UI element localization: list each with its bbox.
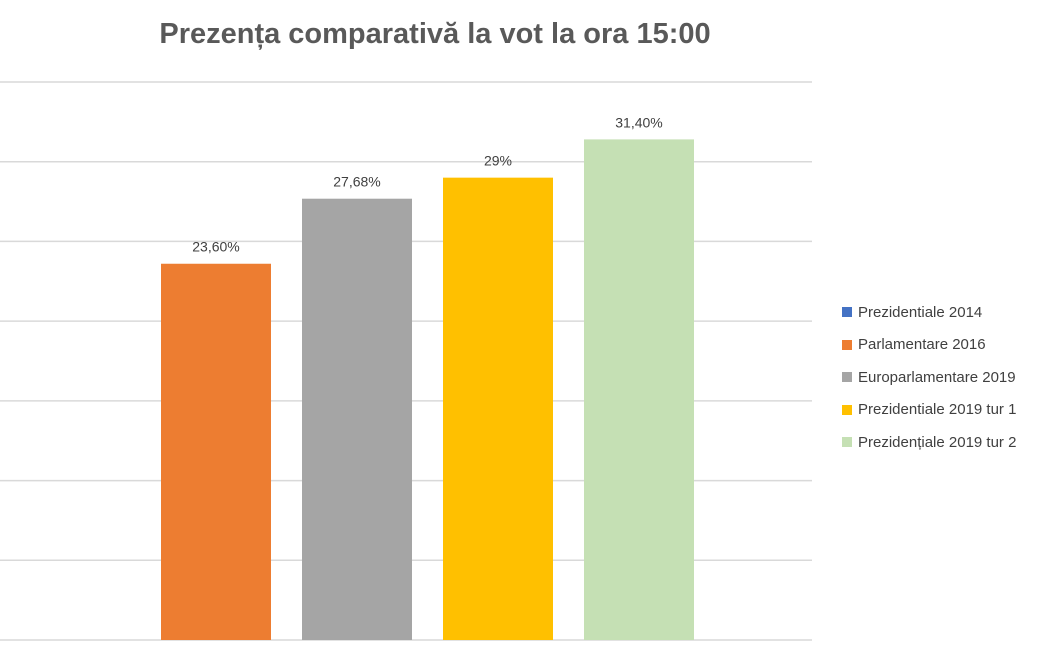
legend-item: Europarlamentare 2019 — [842, 361, 1016, 394]
legend-label: Prezidențiale 2019 tur 2 — [858, 433, 1017, 451]
data-label: 27,68% — [333, 174, 380, 190]
legend-item: Prezidentiale 2019 tur 1 — [842, 394, 1016, 427]
bar — [584, 139, 694, 640]
data-label: 29% — [484, 153, 512, 169]
data-label: 23,60% — [192, 239, 239, 255]
bar — [302, 198, 412, 640]
legend-swatch — [842, 437, 852, 448]
legend-label: Parlamentare 2016 — [858, 336, 986, 354]
bar — [161, 263, 271, 640]
legend-swatch — [842, 307, 852, 318]
legend-label: Prezidentiale 2019 tur 1 — [858, 401, 1017, 419]
legend: Prezidentiale 2014 Parlamentare 2016 Europ… — [842, 296, 1016, 459]
legend-item: Prezidentiale 2014 — [842, 296, 1016, 329]
data-label: 31,40% — [615, 114, 662, 130]
bar — [443, 177, 553, 640]
legend-item: Parlamentare 2016 — [842, 329, 1016, 362]
legend-swatch — [842, 404, 852, 415]
chart-title: Prezența comparativă la vot la ora 15:00 — [159, 18, 711, 50]
legend-swatch — [842, 339, 852, 350]
legend-swatch — [842, 372, 852, 383]
legend-label: Prezidentiale 2014 — [858, 303, 983, 321]
legend-item: Prezidențiale 2019 tur 2 — [842, 426, 1016, 459]
legend-label: Europarlamentare 2019 — [858, 368, 1016, 386]
